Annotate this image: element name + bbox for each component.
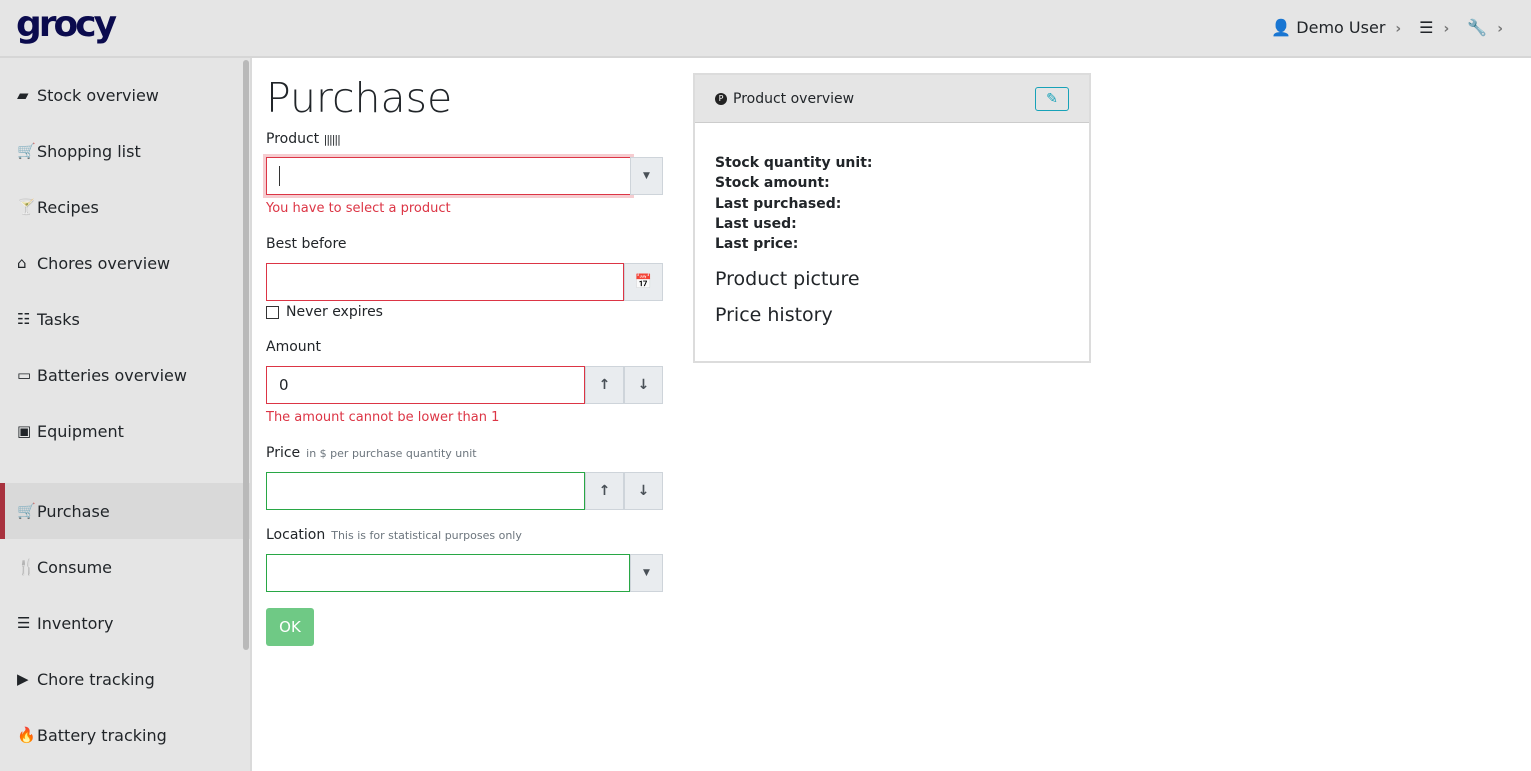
caret-down-icon: ▼ [643,568,650,578]
sidebar-item-stock-overview[interactable]: ▰ Stock overview [0,67,250,123]
location-hint: This is for statistical purposes only [331,529,522,542]
card-title: Product overview [733,90,855,107]
sidebar-icon: ▭ [17,366,32,384]
sidebar-item-label: Consume [37,557,113,577]
product-picture-heading: Product picture [715,268,860,291]
calendar-button[interactable]: 📅 [624,263,663,301]
user-name: Demo User [1296,18,1386,37]
sidebar-item-label: Recipes [37,197,99,217]
user-menu[interactable]: 👤 Demo User › [1271,18,1401,37]
sidebar-item-label: Purchase [37,501,110,521]
never-expires-label: Never expires [286,304,383,320]
sidebar-item-chore-tracking[interactable]: ▶ Chore tracking [0,651,250,707]
edit-icon: ✎ [1046,91,1058,107]
sidebar-item-inventory[interactable]: ☰ Inventory [0,595,250,651]
price-hint: in $ per purchase quantity unit [306,447,477,460]
barcode-icon: |||||| [323,133,341,146]
chevron-right-icon: › [1395,21,1402,37]
location-select[interactable] [266,554,630,592]
sidebar-icon: ▰ [17,86,29,104]
sidebar-item-label: Chores overview [37,253,171,273]
sidebar-item-label: Shopping list [37,141,141,161]
never-expires-checkbox[interactable] [266,305,279,319]
calendar-icon: 📅 [634,274,653,290]
sidebar-item-batteries-overview[interactable]: ▭ Batteries overview [0,347,250,403]
wrench-icon: 🔧 [1467,18,1488,37]
sidebar-icon: ▶ [17,670,29,688]
tools-menu[interactable]: 🔧 › [1467,18,1503,37]
logo[interactable]: grocy [16,4,117,45]
sidebar-icon: 🍸 [17,198,36,216]
sidebar-item-purchase[interactable]: 🛒 Purchase [0,483,250,539]
price-input[interactable] [266,472,585,510]
amount-input[interactable]: 0 [266,366,585,404]
amount-label: Amount [266,339,322,355]
stock-amount-label: Stock amount: [715,175,830,192]
product-error: You have to select a product [266,201,451,216]
sidebar-item-tasks[interactable]: ☷ Tasks [0,291,250,347]
sidebar-item-shopping-list[interactable]: 🛒 Shopping list [0,123,250,179]
price-history-heading: Price history [715,304,833,327]
sidebar-item-label: Battery tracking [37,725,167,745]
sliders-icon: ☰ [1419,18,1434,37]
sidebar-item-equipment[interactable]: ▣ Equipment [0,403,250,459]
last-price-label: Last price: [715,236,799,253]
sidebar-item-battery-tracking[interactable]: 🔥 Battery tracking [0,707,250,763]
best-before-input[interactable] [266,263,624,301]
best-before-label: Best before [266,236,347,252]
sidebar-icon: 🔥 [17,726,36,744]
sidebar-item-consume[interactable]: 🍴 Consume [0,539,250,595]
never-expires-option[interactable]: Never expires [266,304,383,320]
last-purchased-label: Last purchased: [715,195,842,212]
edit-product-button[interactable]: ✎ [1035,87,1069,111]
sidebar-icon: ☰ [17,614,31,632]
sidebar-icon: 🛒 [17,142,36,160]
sidebar-item-label: Inventory [37,613,114,633]
sidebar-icon: 🛒 [17,502,36,520]
sidebar-scrollbar[interactable] [243,60,249,650]
arrow-up-icon: ↑ [598,377,611,393]
sidebar-item-chores-overview[interactable]: ⌂ Chores overview [0,235,250,291]
top-bar: grocy 👤 Demo User › ☰ › 🔧 › [0,0,1531,58]
sidebar-icon: ⌂ [17,254,27,272]
sidebar-icon: ☷ [17,310,31,328]
arrow-down-icon: ↓ [637,483,650,499]
sidebar-item-label: Equipment [37,421,124,441]
caret-down-icon: ▼ [643,171,650,181]
sidebar-item-label: Batteries overview [37,365,187,385]
product-p-icon: P [715,92,727,105]
product-input[interactable] [266,157,631,195]
product-label: Product |||||| [266,131,341,147]
sidebar-icon: 🍴 [17,558,36,576]
product-overview-card: P Product overview ✎ Stock quantity unit… [693,73,1091,363]
amount-decrease-button[interactable]: ↓ [624,366,663,404]
price-decrease-button[interactable]: ↓ [624,472,663,510]
amount-error: The amount cannot be lower than 1 [266,410,500,425]
page-title: Purchase [266,74,453,122]
sidebar-item-recipes[interactable]: 🍸 Recipes [0,179,250,235]
location-dropdown-button[interactable]: ▼ [630,554,663,592]
product-dropdown-button[interactable]: ▼ [630,157,663,195]
sidebar-item-label: Stock overview [37,85,159,105]
settings-menu[interactable]: ☰ › [1419,18,1449,37]
sidebar-item-label: Chore tracking [37,669,155,689]
price-increase-button[interactable]: ↑ [585,472,624,510]
sidebar: ▰ Stock overview 🛒 Shopping list 🍸 Recipes ⌂ Ch… [0,58,252,771]
chevron-right-icon: › [1497,21,1503,37]
sidebar-item-label: Tasks [37,309,80,329]
stock-quantity-unit-label: Stock quantity unit: [715,155,873,171]
amount-increase-button[interactable]: ↑ [585,366,624,404]
price-label: Price in $ per purchase quantity unit [266,445,477,461]
arrow-down-icon: ↓ [637,377,650,393]
location-label: Location This is for statistical purposes… [266,527,522,543]
last-used-label: Last used: [715,215,797,232]
sidebar-icon: ▣ [17,422,32,440]
arrow-up-icon: ↑ [598,483,611,499]
user-icon: 👤 [1271,18,1292,37]
ok-button[interactable]: OK [266,608,314,646]
chevron-right-icon: › [1443,21,1450,37]
